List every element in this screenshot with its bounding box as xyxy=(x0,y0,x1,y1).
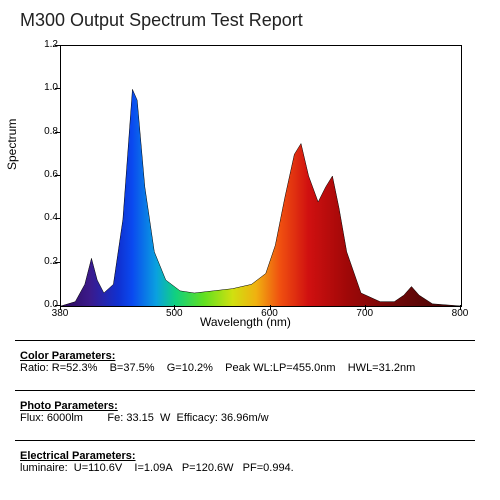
color-params-line: Ratio: R=52.3% B=37.5% G=10.2% Peak WL:L… xyxy=(20,362,415,374)
color-params-heading: Color Parameters: xyxy=(20,350,415,362)
elec-params-line: luminaire: U=110.6V I=1.09A P=120.6W PF=… xyxy=(20,462,294,474)
elec-params-heading: Electrical Parameters: xyxy=(20,450,294,462)
spectrum-chart xyxy=(60,45,462,307)
color-parameters: Color Parameters: Ratio: R=52.3% B=37.5%… xyxy=(20,350,415,374)
y-tick-label: 0.4 xyxy=(28,212,58,223)
y-tick-label: 1.0 xyxy=(28,82,58,93)
divider-3 xyxy=(15,440,475,441)
photo-parameters: Photo Parameters: Flux: 6000lm Fe: 33.15… xyxy=(20,400,269,424)
electrical-parameters: Electrical Parameters: luminaire: U=110.… xyxy=(20,450,294,474)
y-tick-label: 0.2 xyxy=(28,256,58,267)
photo-params-line: Flux: 6000lm Fe: 33.15 W Efficacy: 36.96… xyxy=(20,412,269,424)
divider-1 xyxy=(15,340,475,341)
y-tick-label: 0.8 xyxy=(28,126,58,137)
spectrum-plot xyxy=(61,46,461,306)
y-tick-label: 1.2 xyxy=(28,39,58,50)
divider-2 xyxy=(15,390,475,391)
y-tick-label: 0.6 xyxy=(28,169,58,180)
report-title: M300 Output Spectrum Test Report xyxy=(0,0,500,36)
photo-params-heading: Photo Parameters: xyxy=(20,400,269,412)
y-axis-label: Spectrum xyxy=(5,119,19,170)
